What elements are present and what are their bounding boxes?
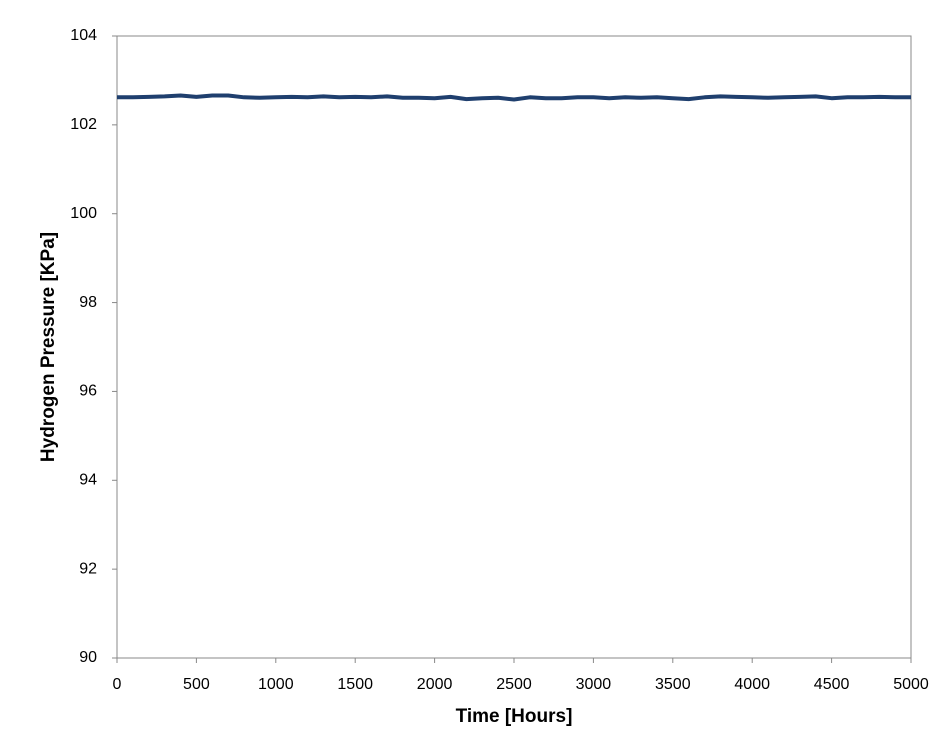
y-axis-title: Hydrogen Pressure [KPa] bbox=[38, 232, 59, 462]
x-tick-label: 3500 bbox=[655, 676, 691, 693]
x-tick-label: 4500 bbox=[814, 676, 850, 693]
x-tick-label: 500 bbox=[183, 676, 210, 693]
x-axis-title: Time [Hours] bbox=[456, 706, 573, 727]
plot-area bbox=[116, 35, 912, 659]
x-tick-label: 1000 bbox=[258, 676, 294, 693]
x-tick-label: 0 bbox=[113, 676, 122, 693]
x-tick-label: 5000 bbox=[893, 676, 929, 693]
x-tick-label: 2500 bbox=[496, 676, 532, 693]
x-tick-label: 3000 bbox=[576, 676, 612, 693]
y-tick-label: 94 bbox=[79, 472, 97, 489]
y-tick-label: 96 bbox=[79, 383, 97, 400]
y-tick-label: 98 bbox=[79, 294, 97, 311]
y-tick-label: 104 bbox=[70, 27, 97, 44]
y-tick-label: 102 bbox=[70, 116, 97, 133]
y-tick-label: 92 bbox=[79, 560, 97, 577]
x-tick-label: 1500 bbox=[337, 676, 373, 693]
x-tick-label: 2000 bbox=[417, 676, 453, 693]
y-tick-label: 90 bbox=[79, 649, 97, 666]
y-tick-label: 100 bbox=[70, 205, 97, 222]
x-tick-label: 4000 bbox=[734, 676, 770, 693]
data-line bbox=[117, 93, 911, 102]
